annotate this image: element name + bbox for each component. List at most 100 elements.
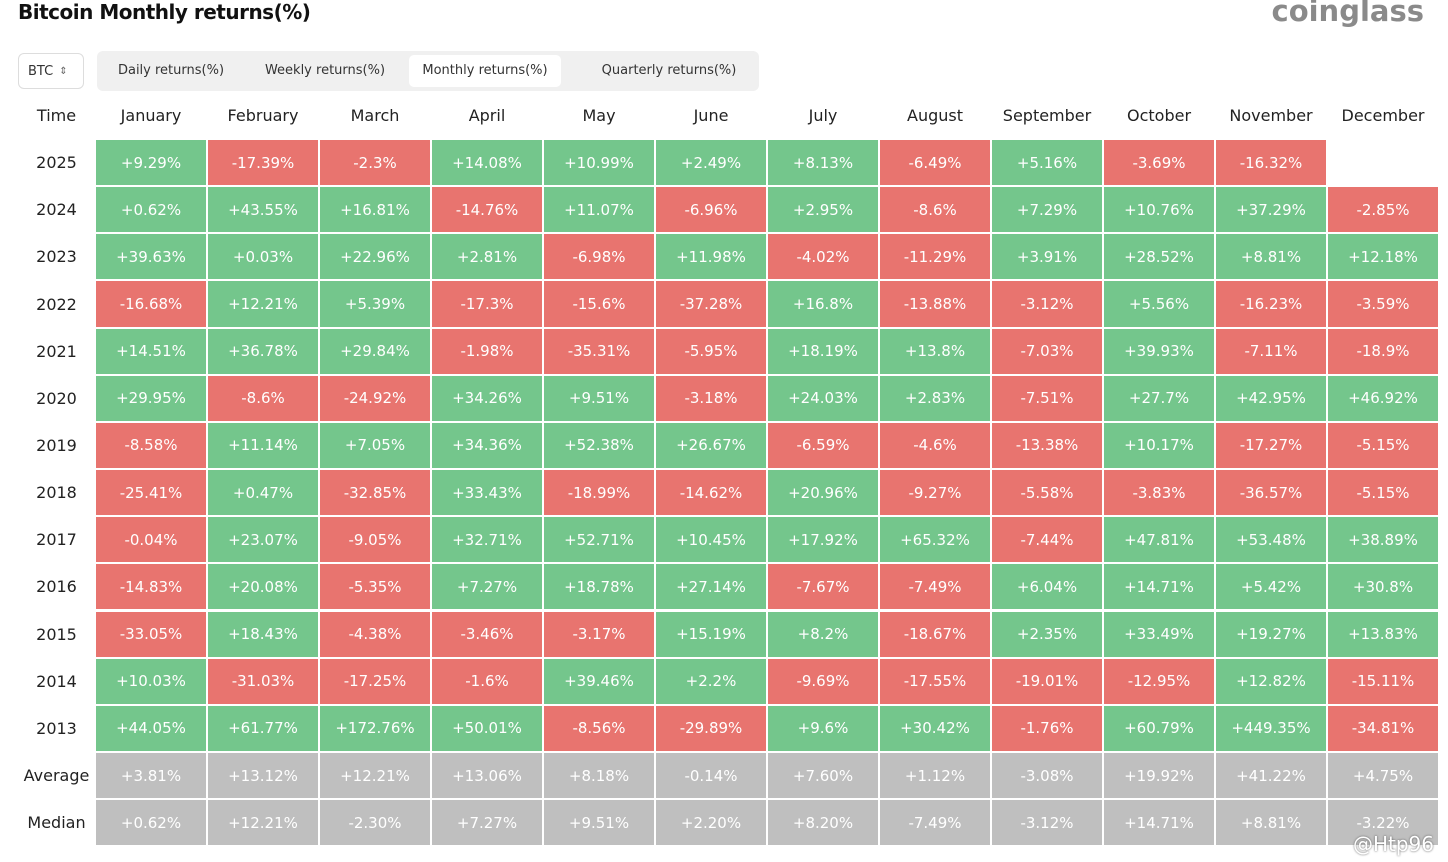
- return-cell: -17.3%: [432, 281, 542, 327]
- return-cell: +3.81%: [96, 752, 206, 799]
- row-label: 2021: [36, 341, 77, 361]
- return-cell: +13.8%: [880, 328, 990, 374]
- return-cell: +34.26%: [432, 375, 542, 421]
- return-cell: +8.20%: [768, 800, 878, 846]
- return-cell: +11.98%: [656, 234, 766, 280]
- column-header: Time: [36, 105, 77, 125]
- return-cell: -24.92%: [320, 375, 430, 421]
- return-cell: +8.18%: [544, 752, 654, 799]
- row-label: 2014: [36, 671, 77, 691]
- return-cell: +8.81%: [1216, 800, 1326, 846]
- return-cell: +33.43%: [432, 470, 542, 516]
- return-cell: -7.49%: [880, 800, 990, 846]
- return-cell: +13.06%: [432, 752, 542, 799]
- return-cell: +2.35%: [992, 611, 1102, 657]
- return-cell: -2.3%: [320, 140, 430, 186]
- return-cell: -17.39%: [208, 140, 318, 186]
- return-cell: +5.56%: [1104, 281, 1214, 327]
- return-cell: +30.42%: [880, 705, 990, 751]
- tab-group: Daily returns(%) Weekly returns(%) Monthly…: [97, 51, 759, 91]
- return-cell: +172.76%: [320, 705, 430, 751]
- return-cell: +47.81%: [1104, 517, 1214, 563]
- return-cell: -37.28%: [656, 281, 766, 327]
- return-cell: -6.96%: [656, 187, 766, 233]
- return-cell: -4.38%: [320, 611, 430, 657]
- return-cell: +9.51%: [544, 800, 654, 846]
- tab[interactable]: Quarterly returns(%): [601, 63, 737, 78]
- column-header: January: [120, 105, 182, 125]
- row-label: 2016: [36, 577, 77, 597]
- row-label: 2024: [36, 200, 77, 220]
- return-cell: +16.8%: [768, 281, 878, 327]
- return-cell: -0.04%: [96, 517, 206, 563]
- return-cell: +34.36%: [432, 422, 542, 469]
- return-cell: +44.05%: [96, 705, 206, 751]
- tab[interactable]: Weekly returns(%): [264, 63, 386, 78]
- return-cell: +26.67%: [656, 422, 766, 469]
- row-label: 2022: [36, 294, 77, 314]
- return-cell: +2.49%: [656, 140, 766, 186]
- return-cell: -36.57%: [1216, 470, 1326, 516]
- return-cell: +7.60%: [768, 752, 878, 799]
- return-cell: +29.84%: [320, 328, 430, 374]
- return-cell: +2.83%: [880, 375, 990, 421]
- tab[interactable]: Monthly returns(%): [409, 55, 561, 87]
- return-cell: +18.78%: [544, 564, 654, 610]
- return-cell: +2.95%: [768, 187, 878, 233]
- column-header: September: [1002, 105, 1092, 125]
- return-cell: -7.03%: [992, 328, 1102, 374]
- select-arrow: ⇕: [59, 65, 68, 77]
- return-cell: +16.81%: [320, 187, 430, 233]
- return-cell: +28.52%: [1104, 234, 1214, 280]
- return-cell: -5.95%: [656, 328, 766, 374]
- return-cell: -8.58%: [96, 422, 206, 469]
- row-label: 2020: [36, 388, 77, 408]
- return-cell: -17.55%: [880, 658, 990, 704]
- return-cell: +15.19%: [656, 611, 766, 657]
- column-header: October: [1126, 105, 1192, 125]
- return-cell: +1.12%: [880, 752, 990, 799]
- return-cell: +23.07%: [208, 517, 318, 563]
- return-cell: -6.59%: [768, 422, 878, 469]
- return-cell: +60.79%: [1104, 705, 1214, 751]
- page-title: Bitcoin Monthly returns(%): [18, 0, 311, 24]
- return-cell: +449.35%: [1216, 705, 1326, 751]
- return-cell: +36.78%: [208, 328, 318, 374]
- return-cell: +65.32%: [880, 517, 990, 563]
- row-label: Average: [23, 766, 90, 785]
- return-cell: +19.27%: [1216, 611, 1326, 657]
- return-cell: -34.81%: [1328, 705, 1438, 751]
- return-cell: -5.15%: [1328, 422, 1438, 469]
- return-cell: +3.91%: [992, 234, 1102, 280]
- asset-select[interactable]: BTC ⇕: [18, 53, 84, 89]
- row-label: Median: [27, 813, 86, 833]
- row-label: 2013: [36, 718, 77, 738]
- return-cell: -8.6%: [208, 375, 318, 421]
- return-cell: +0.47%: [208, 470, 318, 516]
- return-cell: -15.11%: [1328, 658, 1438, 704]
- column-header: March: [350, 105, 400, 125]
- return-cell: -5.58%: [992, 470, 1102, 516]
- return-cell: +32.71%: [432, 517, 542, 563]
- column-header: February: [227, 105, 299, 125]
- return-cell: -15.6%: [544, 281, 654, 327]
- return-cell: -16.23%: [1216, 281, 1326, 327]
- tab[interactable]: Daily returns(%): [117, 63, 225, 78]
- return-cell: +18.19%: [768, 328, 878, 374]
- return-cell: +39.63%: [96, 234, 206, 280]
- return-cell: -13.38%: [992, 422, 1102, 469]
- return-cell: +52.71%: [544, 517, 654, 563]
- return-cell: +50.01%: [432, 705, 542, 751]
- return-cell: +39.46%: [544, 658, 654, 704]
- return-cell: +10.99%: [544, 140, 654, 186]
- return-cell: -13.88%: [880, 281, 990, 327]
- return-cell: -8.56%: [544, 705, 654, 751]
- return-cell: +0.62%: [96, 800, 206, 846]
- return-cell: +10.45%: [656, 517, 766, 563]
- return-cell: -16.32%: [1216, 140, 1326, 186]
- return-cell: +12.21%: [208, 800, 318, 846]
- return-cell: +9.6%: [768, 705, 878, 751]
- return-cell: -2.85%: [1328, 187, 1438, 233]
- return-cell: -18.9%: [1328, 328, 1438, 374]
